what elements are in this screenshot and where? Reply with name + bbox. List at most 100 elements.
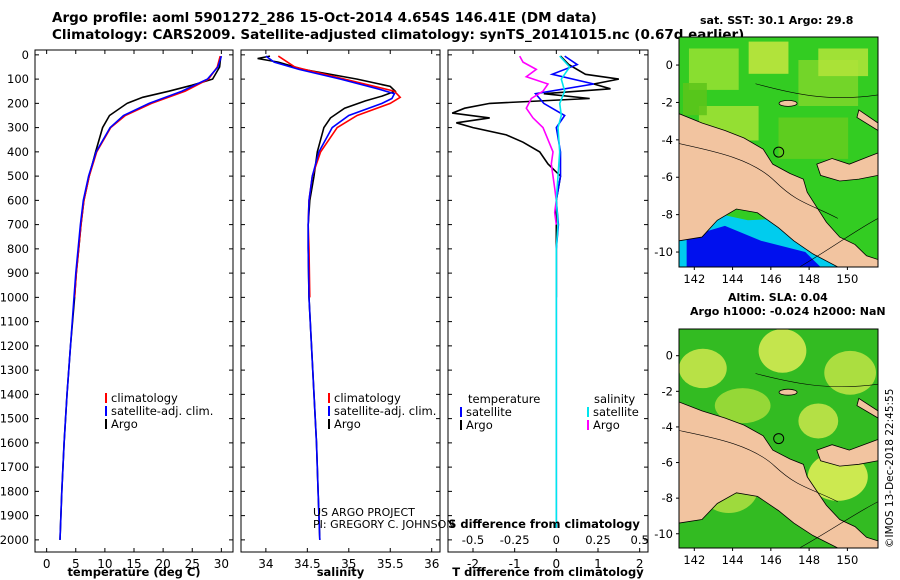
depth-tick-label: 1900 <box>0 509 29 523</box>
sal-legend-label: Argo <box>334 417 361 431</box>
diff-legend-label: Argo <box>593 418 620 432</box>
x-tick-label: 10 <box>97 557 112 571</box>
depth-tick-label: 1800 <box>0 484 29 498</box>
x-tick-label: -1 <box>509 557 521 571</box>
lon-tick-label: 146 <box>760 553 782 567</box>
sst-map-title: sat. SST: 30.1 Argo: 29.8 <box>700 14 854 27</box>
temp-legend-label: climatology <box>111 391 178 405</box>
x2-axis-label: S difference from climatology <box>448 517 640 531</box>
depth-tick-label: 300 <box>7 121 29 135</box>
x-tick-label: 1 <box>594 557 602 571</box>
x-tick-label: 20 <box>155 557 170 571</box>
series-argo <box>59 56 222 540</box>
plot-frame <box>240 49 441 553</box>
lon-tick-label: 144 <box>722 272 744 286</box>
x-tick-label: 15 <box>126 557 141 571</box>
depth-tick-label: 1000 <box>0 290 29 304</box>
map-frame <box>678 36 879 268</box>
depth-contour <box>755 373 878 388</box>
lat-tick-label: -6 <box>662 170 673 184</box>
x-tick-label: 34 <box>258 557 273 571</box>
sst-patch <box>778 117 849 159</box>
depth-tick-label: 1200 <box>0 339 29 353</box>
temp-legend-label: Argo <box>111 417 138 431</box>
land-new-guinea <box>679 401 878 548</box>
diff-legend-label: satellite <box>593 405 639 419</box>
lon-tick-label: 142 <box>683 272 705 286</box>
float-position-marker <box>773 433 785 445</box>
lat-tick-label: -4 <box>662 420 673 434</box>
x-axis-label: temperature (deg C) <box>67 565 200 579</box>
x2-tick-label: -0.25 <box>500 533 530 547</box>
lat-tick-label: -2 <box>662 384 673 398</box>
depth-tick-label: 1700 <box>0 460 29 474</box>
x-tick-label: 25 <box>185 557 200 571</box>
x-tick-label: 0 <box>553 557 561 571</box>
depth-contour <box>679 143 838 219</box>
sla-anomaly <box>679 348 727 389</box>
sla-anomaly <box>758 329 807 373</box>
depth-tick-label: 500 <box>7 169 29 183</box>
depth-tick-label: 1100 <box>0 315 29 329</box>
land-manus-island <box>778 99 798 107</box>
depth-tick-label: 1500 <box>0 412 29 426</box>
x2-tick-label: -0.5 <box>462 533 484 547</box>
depth-tick-label: 700 <box>7 218 29 232</box>
series-argo <box>257 55 397 540</box>
x-tick-label: 36 <box>424 557 439 571</box>
plot-frame <box>34 49 234 553</box>
sst-patch <box>748 41 789 74</box>
sst-deep-blue <box>686 225 821 267</box>
lat-tick-label: -8 <box>662 491 673 505</box>
depth-tick-label: 200 <box>7 96 29 110</box>
x-tick-label: 35.5 <box>377 557 404 571</box>
annotation-text: PI: GREGORY C. JOHNSON <box>313 518 454 531</box>
x-tick-label: 34.5 <box>294 557 321 571</box>
lat-tick-label: -4 <box>662 133 673 147</box>
series-satellite-adj-clim- <box>59 55 223 540</box>
sst-patch <box>682 83 707 116</box>
lon-tick-label: 150 <box>836 553 858 567</box>
depth-contour <box>799 501 878 548</box>
series-satellite-adj-clim- <box>265 55 396 540</box>
lon-tick-label: 148 <box>798 553 820 567</box>
depth-contour <box>755 83 878 98</box>
x2-tick-label: 0.25 <box>585 533 611 547</box>
x-tick-label: 2 <box>636 557 644 571</box>
series-climatology <box>73 55 221 298</box>
depth-tick-label: 100 <box>7 72 29 86</box>
lat-tick-label: -6 <box>662 456 673 470</box>
lat-tick-label: -10 <box>654 527 673 541</box>
lat-tick-label: 0 <box>666 58 673 72</box>
lat-tick-label: -10 <box>654 245 673 259</box>
sla-anomaly <box>798 403 839 439</box>
depth-tick-label: 1600 <box>0 436 29 450</box>
x-tick-label: 30 <box>214 557 229 571</box>
lat-tick-label: -2 <box>662 95 673 109</box>
lat-tick-label: 0 <box>666 349 673 363</box>
land-new-ireland <box>856 109 878 131</box>
x-axis-label: T difference from climatology <box>452 565 644 579</box>
depth-tick-label: 900 <box>7 266 29 280</box>
plot-frame <box>447 49 649 553</box>
depth-contour <box>799 218 878 267</box>
series-s-satellite <box>555 55 571 528</box>
depth-tick-label: 0 <box>22 48 29 62</box>
diff-legend-title: salinity <box>594 392 635 406</box>
depth-tick-label: 2000 <box>0 533 29 547</box>
x-tick-label: -2 <box>467 557 479 571</box>
figure-title-line1: Argo profile: aoml 5901272_286 15-Oct-20… <box>52 10 597 26</box>
sla-anomaly <box>714 388 771 424</box>
series-s-argo <box>518 55 558 225</box>
lon-tick-label: 142 <box>683 553 705 567</box>
sal-legend-label: satellite-adj. clim. <box>334 404 436 418</box>
map-sla-field <box>679 329 878 548</box>
sla-map-title-2: Argo h1000: -0.024 h2000: NaN <box>690 305 886 318</box>
x-tick-label: 0 <box>43 557 51 571</box>
depth-tick-label: 1400 <box>0 387 29 401</box>
sal-legend-label: climatology <box>334 391 401 405</box>
depth-tick-label: 800 <box>7 242 29 256</box>
land-new-britain <box>816 438 878 467</box>
land-new-ireland <box>856 397 878 419</box>
